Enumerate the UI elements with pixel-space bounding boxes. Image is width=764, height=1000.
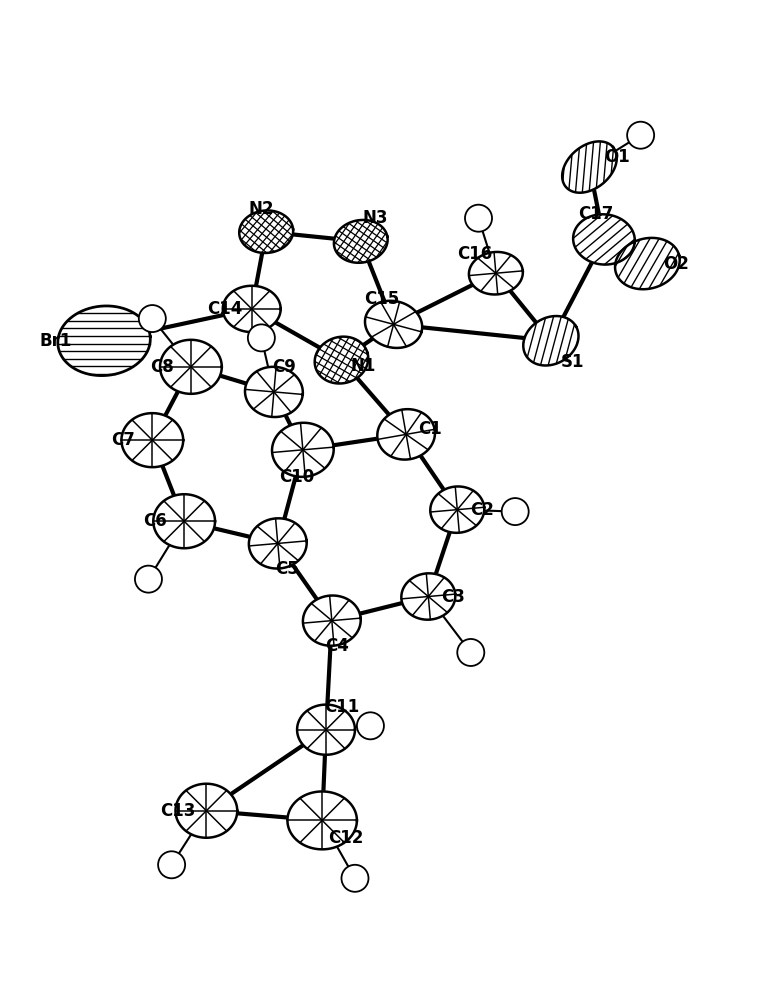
Polygon shape <box>245 367 303 417</box>
Text: C9: C9 <box>272 358 296 376</box>
Polygon shape <box>249 518 306 569</box>
Text: C1: C1 <box>419 420 442 438</box>
Circle shape <box>158 851 185 878</box>
Circle shape <box>342 865 368 892</box>
Polygon shape <box>469 252 523 294</box>
Polygon shape <box>121 413 183 467</box>
Polygon shape <box>58 306 151 376</box>
Text: C17: C17 <box>578 205 614 223</box>
Text: C14: C14 <box>207 300 242 318</box>
Circle shape <box>502 498 529 525</box>
Text: C5: C5 <box>276 560 299 578</box>
Polygon shape <box>573 214 635 265</box>
Text: N3: N3 <box>362 209 388 227</box>
Text: C11: C11 <box>324 698 359 716</box>
Circle shape <box>139 305 166 332</box>
Polygon shape <box>562 141 617 193</box>
Text: C15: C15 <box>364 290 400 308</box>
Text: C7: C7 <box>112 431 135 449</box>
Polygon shape <box>401 573 455 620</box>
Polygon shape <box>334 220 387 263</box>
Text: S1: S1 <box>560 353 584 371</box>
Text: N1: N1 <box>350 357 375 375</box>
Polygon shape <box>287 791 357 849</box>
Polygon shape <box>430 486 484 533</box>
Circle shape <box>465 205 492 232</box>
Polygon shape <box>160 340 222 394</box>
Circle shape <box>135 566 162 593</box>
Polygon shape <box>523 316 578 366</box>
Polygon shape <box>365 301 422 348</box>
Text: O2: O2 <box>663 255 689 273</box>
Text: C10: C10 <box>280 468 315 486</box>
Circle shape <box>627 122 654 149</box>
Text: C4: C4 <box>325 637 348 655</box>
Polygon shape <box>377 409 435 460</box>
Text: Br1: Br1 <box>40 332 72 350</box>
Polygon shape <box>615 238 680 289</box>
Text: N2: N2 <box>248 200 274 218</box>
Polygon shape <box>223 286 280 332</box>
Text: C16: C16 <box>457 245 492 263</box>
Polygon shape <box>176 784 238 838</box>
Text: C8: C8 <box>150 358 174 376</box>
Polygon shape <box>239 210 293 253</box>
Text: C3: C3 <box>442 588 465 606</box>
Text: C13: C13 <box>160 802 195 820</box>
Polygon shape <box>315 337 368 384</box>
Text: O1: O1 <box>604 148 630 166</box>
Polygon shape <box>303 596 361 646</box>
Polygon shape <box>272 423 334 477</box>
Polygon shape <box>297 705 355 755</box>
Circle shape <box>458 639 484 666</box>
Circle shape <box>357 712 384 739</box>
Circle shape <box>248 324 275 351</box>
Text: C2: C2 <box>471 501 494 519</box>
Polygon shape <box>154 494 215 548</box>
Text: C6: C6 <box>144 512 167 530</box>
Text: C12: C12 <box>329 829 364 847</box>
